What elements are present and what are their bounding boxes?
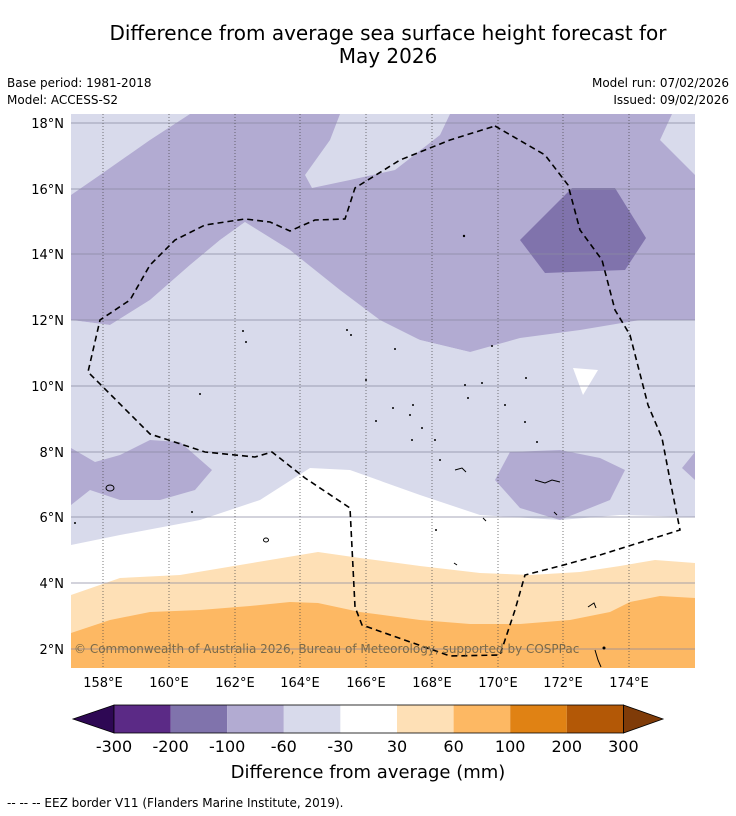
lat-label: 14°N bbox=[31, 248, 64, 263]
colorbar-segment bbox=[566, 705, 624, 733]
lat-label: 6°N bbox=[40, 511, 65, 526]
model-run: Model run: 07/02/2026 bbox=[591, 76, 729, 90]
islands bbox=[105, 467, 602, 668]
colorbar-tick: 300 bbox=[608, 737, 639, 756]
lat-label: 12°N bbox=[31, 314, 64, 329]
lon-gridlines bbox=[102, 114, 630, 668]
lat-label: 16°N bbox=[31, 183, 64, 198]
band-m100-m60-east-edge bbox=[682, 452, 695, 480]
model-name: Model: ACCESS-S2 bbox=[7, 93, 119, 107]
band-m200-m100 bbox=[520, 188, 646, 273]
colorbar-segment bbox=[453, 705, 511, 733]
meta-right: Model run: 07/02/2026 Issued: 09/02/2026 bbox=[592, 75, 729, 109]
colorbar-tick: -60 bbox=[271, 737, 297, 756]
colorbar-tick: 100 bbox=[495, 737, 526, 756]
colorbar-tick: 60 bbox=[443, 737, 463, 756]
map-area bbox=[71, 114, 695, 668]
lat-label: 18°N bbox=[31, 117, 64, 132]
colorbar-segment bbox=[397, 705, 454, 733]
colorbar-segment bbox=[340, 705, 397, 733]
lon-label: 158°E bbox=[83, 676, 123, 691]
colorbar-tick: -300 bbox=[96, 737, 132, 756]
band-m60-m30-topright bbox=[660, 114, 695, 175]
issued-date: Issued: 09/02/2026 bbox=[613, 93, 729, 107]
title-line-1: Difference from average sea surface heig… bbox=[109, 21, 667, 45]
meta-left: Base period: 1981-2018 Model: ACCESS-S2 bbox=[7, 75, 152, 109]
copyright-text: © Commonwealth of Australia 2026, Bureau… bbox=[74, 642, 579, 656]
colorbar-segment bbox=[114, 705, 171, 733]
lon-label: 174°E bbox=[609, 676, 649, 691]
colorbar-segment bbox=[283, 705, 341, 733]
lat-label: 10°N bbox=[31, 380, 64, 395]
colorbar-tick: -200 bbox=[152, 737, 188, 756]
chart-title: Difference from average sea surface heig… bbox=[60, 22, 716, 68]
lat-label: 2°N bbox=[40, 643, 65, 658]
lon-label: 166°E bbox=[346, 676, 386, 691]
band-m100-m60-north bbox=[71, 114, 695, 352]
lat-label: 8°N bbox=[40, 446, 65, 461]
base-period: Base period: 1981-2018 bbox=[7, 76, 152, 90]
colorbar-title: Difference from average (mm) bbox=[231, 762, 506, 783]
colorbar-tick: -100 bbox=[209, 737, 245, 756]
eez-border bbox=[87, 125, 681, 657]
lon-labels: 158°E 160°E 162°E 164°E 166°E 168°E 170°… bbox=[83, 676, 649, 691]
lon-label: 160°E bbox=[149, 676, 189, 691]
lon-label: 162°E bbox=[215, 676, 255, 691]
band-m30-30-patch bbox=[573, 368, 598, 395]
colorbar-arrow-low bbox=[71, 704, 115, 734]
band-m60-m30-topleft bbox=[71, 114, 190, 195]
band-60-100 bbox=[71, 596, 695, 668]
island-dots bbox=[74, 234, 606, 650]
colorbar-segment bbox=[510, 705, 567, 733]
band-m60-m30-center bbox=[71, 222, 470, 400]
lon-label: 168°E bbox=[412, 676, 452, 691]
colorbar-segment bbox=[227, 705, 284, 733]
colorbar: -300 -200 -100 -60 -30 30 60 100 200 300… bbox=[71, 704, 665, 783]
lat-label: 4°N bbox=[40, 577, 65, 592]
colorbar-segment bbox=[170, 705, 228, 733]
band-m100-m60-south-right bbox=[495, 450, 625, 520]
title-line-2: May 2026 bbox=[338, 44, 438, 68]
lat-gridlines bbox=[71, 122, 695, 650]
colorbar-tick: 30 bbox=[387, 737, 407, 756]
lon-label: 170°E bbox=[478, 676, 518, 691]
lat-labels: 18°N 16°N 14°N 12°N 10°N 8°N 6°N 4°N 2°N bbox=[31, 117, 64, 658]
colorbar-arrow-high bbox=[623, 704, 665, 734]
lon-label: 172°E bbox=[543, 676, 583, 691]
colorbar-tick: 200 bbox=[552, 737, 583, 756]
lon-label: 164°E bbox=[280, 676, 320, 691]
eez-footnote: -- -- -- EEZ border V11 (Flanders Marine… bbox=[7, 796, 344, 810]
colorbar-tick: -30 bbox=[327, 737, 353, 756]
band-m60-m30-topcenter bbox=[305, 114, 450, 188]
